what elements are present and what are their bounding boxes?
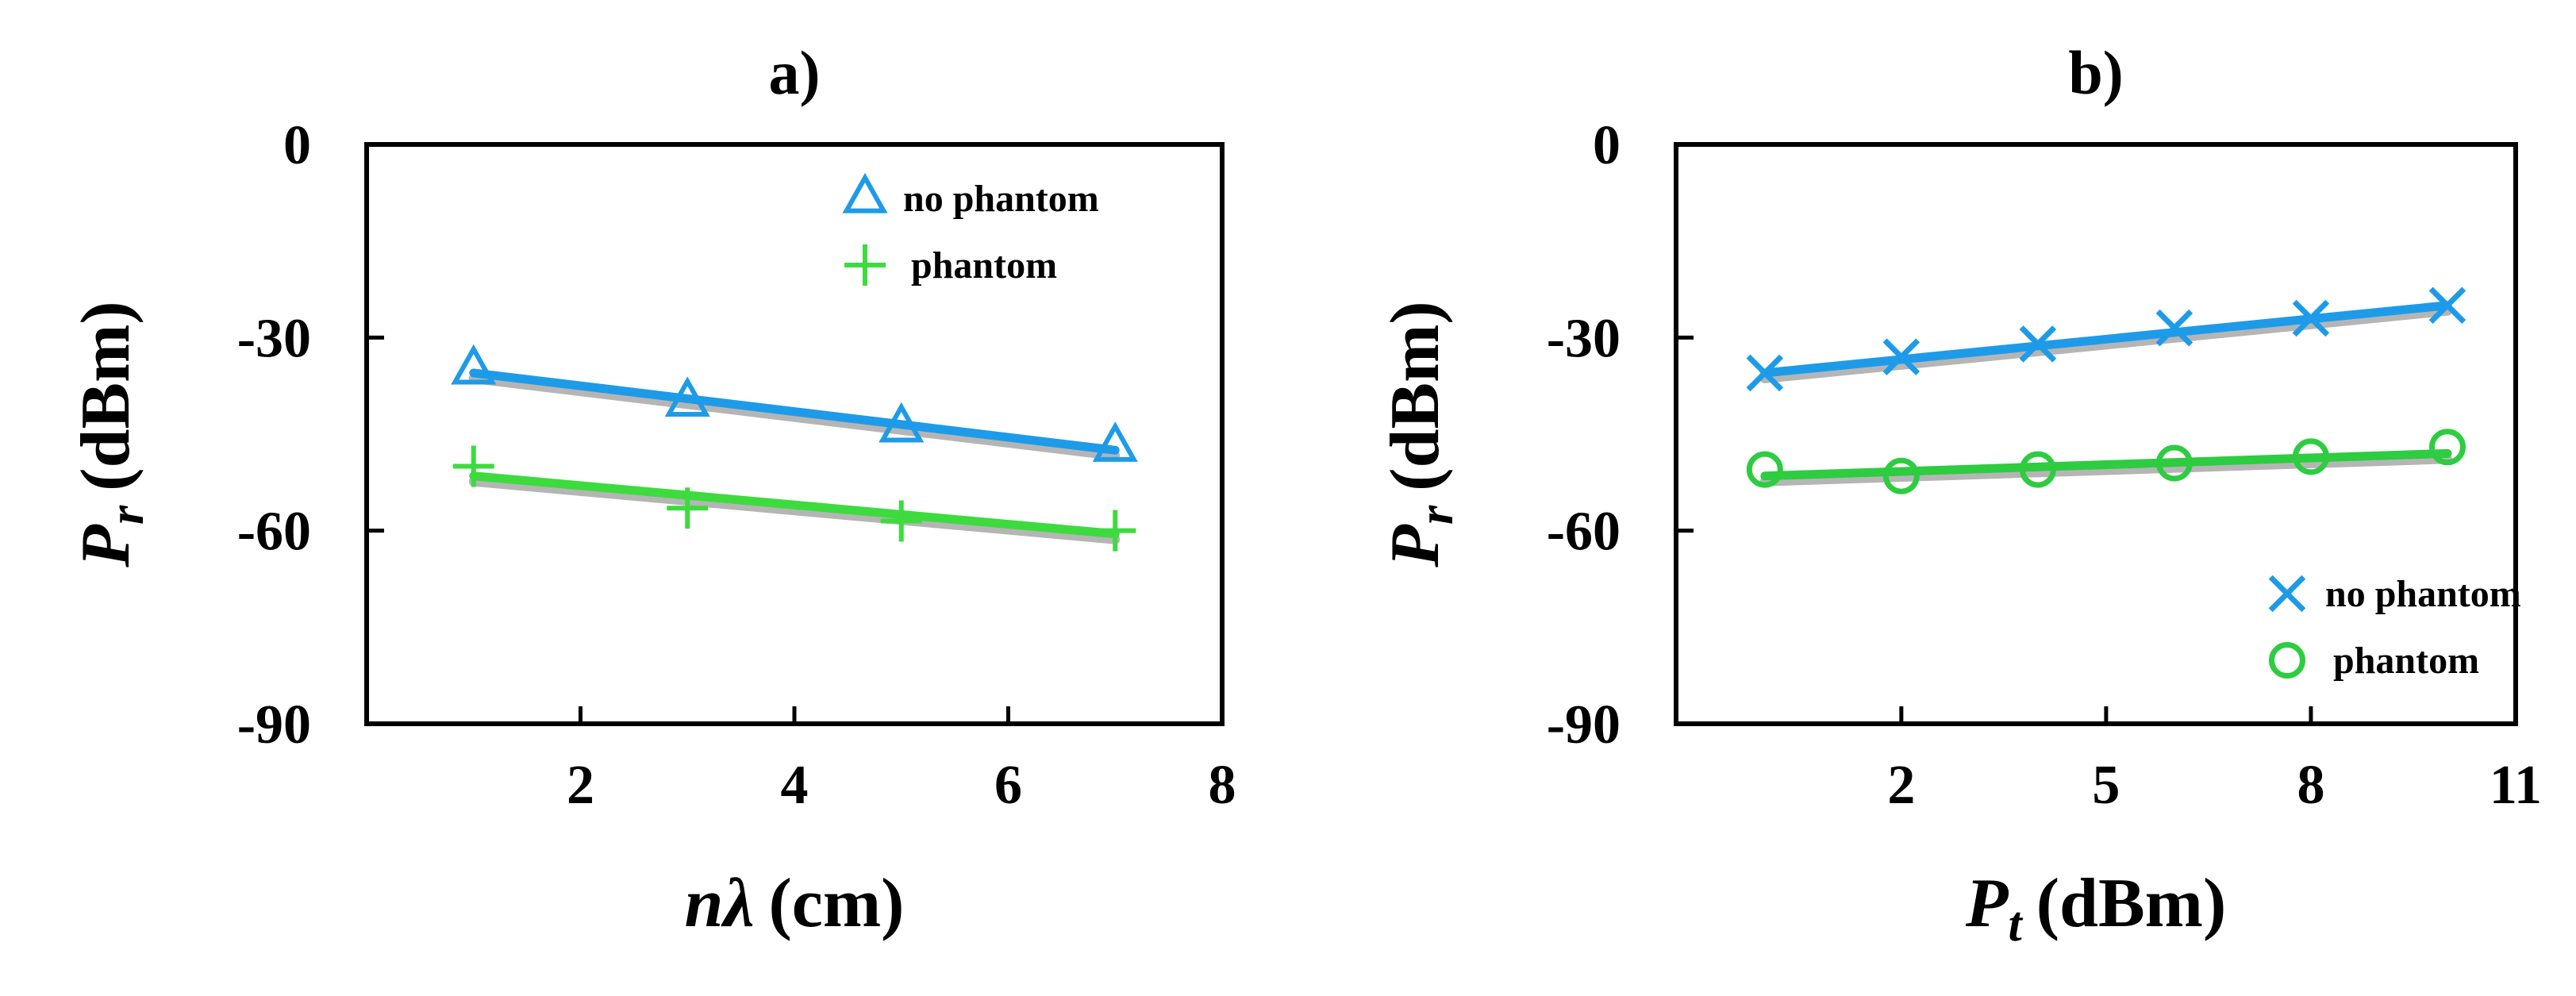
panel-title: a) xyxy=(769,38,821,107)
y-axis-unit: (dBm) xyxy=(1377,301,1454,491)
y-axis-symbol: P xyxy=(67,524,144,568)
y-axis-subscript: r xyxy=(1409,505,1463,525)
x-tick-label: 6 xyxy=(994,755,1022,816)
y-tick-label: -60 xyxy=(237,502,311,563)
data-point xyxy=(1882,457,1920,494)
fit-line-shadow xyxy=(1759,454,2452,486)
data-point xyxy=(2155,444,2193,482)
data-point xyxy=(1882,338,1920,375)
data-point xyxy=(667,487,709,529)
y-axis-unit: (dBm) xyxy=(67,301,144,491)
x-axis-label: nλ (cm) xyxy=(685,865,905,942)
data-point xyxy=(1094,510,1136,552)
data-point xyxy=(1746,451,1783,488)
data-point xyxy=(664,376,710,417)
fit-line-shadow xyxy=(468,373,1121,461)
legend: no phantom phantom xyxy=(2268,573,2521,682)
data-point-b xyxy=(2292,299,2330,337)
series-phantom xyxy=(452,445,1136,552)
legend: no phantom phantom xyxy=(842,172,1099,286)
y-tick-label: -30 xyxy=(237,308,311,369)
series-phantom xyxy=(1746,429,2466,494)
x-tick-label: 4 xyxy=(781,755,809,816)
data-point xyxy=(2019,325,2057,363)
data-point xyxy=(451,344,497,385)
fit-line-shadow xyxy=(468,476,1121,544)
x-tick-label: 2 xyxy=(1887,755,1915,816)
x-tick-label: 8 xyxy=(1209,755,1236,816)
y-axis-subscript: r xyxy=(100,505,154,525)
x-axis-subscript: t xyxy=(2008,898,2023,952)
fit-line xyxy=(469,471,1120,539)
data-point xyxy=(452,445,494,487)
data-point xyxy=(2292,299,2330,337)
panel-a: a) 0 -30 -60 -90 2 4 6 8 Pr (dBm) nλ (cm) no phantom p… xyxy=(67,38,1236,942)
data-point xyxy=(1746,354,1784,392)
x-axis-label: Pt (dBm) xyxy=(1965,865,2227,952)
fit-line-shadow xyxy=(1759,306,2452,383)
x-tick-label: 8 xyxy=(2297,755,2324,816)
x-axis-symbol: P xyxy=(1965,865,2009,942)
y-tick-label: -30 xyxy=(1547,308,1621,369)
data-point-b xyxy=(2428,286,2466,325)
series-no-phantom xyxy=(1746,286,2466,392)
data-point-b xyxy=(1882,338,1920,375)
fit-line xyxy=(1760,448,2452,481)
series-no-phantom xyxy=(451,344,1138,462)
data-point xyxy=(1092,421,1138,462)
legend-label: phantom xyxy=(2333,640,2479,682)
legend-label: no phantom xyxy=(903,178,1099,220)
data-point xyxy=(2019,451,2056,488)
plot-frame xyxy=(1674,142,2518,726)
fit-line xyxy=(469,368,1120,455)
data-point xyxy=(2428,429,2466,466)
y-axis-label: Pr (dBm) xyxy=(67,301,154,567)
data-point-b xyxy=(2019,325,2057,363)
data-point-b xyxy=(1746,354,1784,392)
legend-marker-b xyxy=(2268,575,2306,613)
legend-marker xyxy=(2268,575,2306,613)
data-point xyxy=(2155,309,2193,347)
x-tick-label: 5 xyxy=(2092,755,2120,816)
legend-marker xyxy=(842,172,888,213)
y-tick-label: 0 xyxy=(1593,115,1621,176)
panel-title: b) xyxy=(2068,38,2123,107)
data-point xyxy=(879,402,925,443)
y-axis-label: Pr (dBm) xyxy=(1377,301,1463,567)
x-tick-label: 11 xyxy=(2489,755,2542,816)
data-point xyxy=(880,500,922,542)
y-tick-label: -90 xyxy=(1547,694,1621,756)
legend-marker xyxy=(2269,642,2305,679)
data-point xyxy=(2428,286,2466,325)
data-point-b xyxy=(2155,309,2193,347)
x-axis-unit: (cm) xyxy=(769,865,905,942)
x-axis-unit: (dBm) xyxy=(2036,865,2227,942)
legend-label: phantom xyxy=(911,244,1057,286)
x-axis-symbol: nλ xyxy=(685,865,755,942)
y-tick-label: -60 xyxy=(1547,502,1621,563)
legend-marker xyxy=(844,244,886,286)
fit-line xyxy=(1760,301,2452,378)
x-tick-label: 2 xyxy=(567,755,594,816)
y-tick-label: -90 xyxy=(237,694,311,756)
legend-label: no phantom xyxy=(2325,573,2521,615)
plot-frame xyxy=(364,142,1225,726)
y-tick-label: 0 xyxy=(283,115,311,176)
data-point xyxy=(2292,438,2329,475)
y-axis-symbol: P xyxy=(1377,524,1454,568)
